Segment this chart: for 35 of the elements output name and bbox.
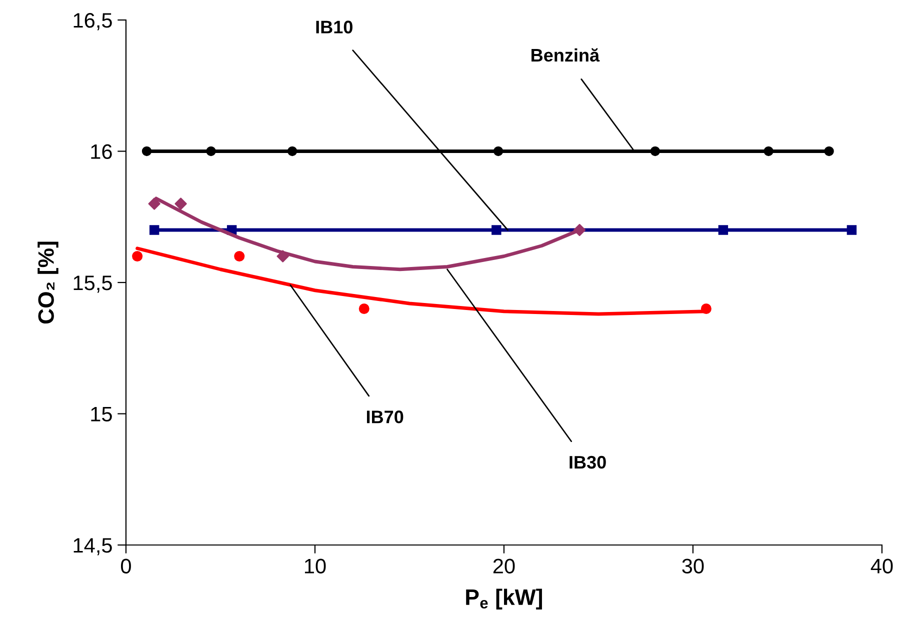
point [142, 146, 152, 156]
point [234, 250, 245, 262]
annotation: IB30 [570, 456, 606, 469]
point [573, 224, 586, 236]
point [846, 225, 857, 235]
point [358, 303, 370, 314]
point [174, 198, 187, 210]
point [148, 198, 160, 210]
point [764, 146, 774, 156]
x-axis-title: P$_{e}$ [kW] [466, 588, 542, 610]
point [824, 146, 834, 156]
y-tick-label: 16,5 [74, 13, 112, 30]
annotation: Benzină [532, 48, 600, 62]
point [493, 146, 504, 156]
x-tick-label: 20 [493, 558, 515, 574]
point [149, 225, 160, 235]
point [650, 146, 660, 156]
point [492, 225, 502, 235]
annotation: IB10 [316, 20, 352, 34]
point [276, 250, 289, 262]
point [287, 146, 298, 156]
annotation: IB70 [366, 410, 404, 424]
x-tick-label: 40 [870, 558, 893, 574]
y-axis-title: CO₂ [%] [38, 242, 58, 324]
point [132, 250, 143, 262]
y-tick-label: 15,5 [74, 276, 112, 293]
y-tick-label: 15 [91, 406, 112, 422]
point [206, 146, 216, 156]
point [718, 225, 728, 235]
x-tick-label: 0 [120, 558, 131, 574]
y-tick-label: 16 [91, 144, 112, 160]
x-tick-label: 10 [304, 558, 326, 574]
x-tick-label: 30 [682, 558, 704, 574]
point [700, 303, 712, 314]
y-tick-label: 14,5 [74, 538, 112, 556]
